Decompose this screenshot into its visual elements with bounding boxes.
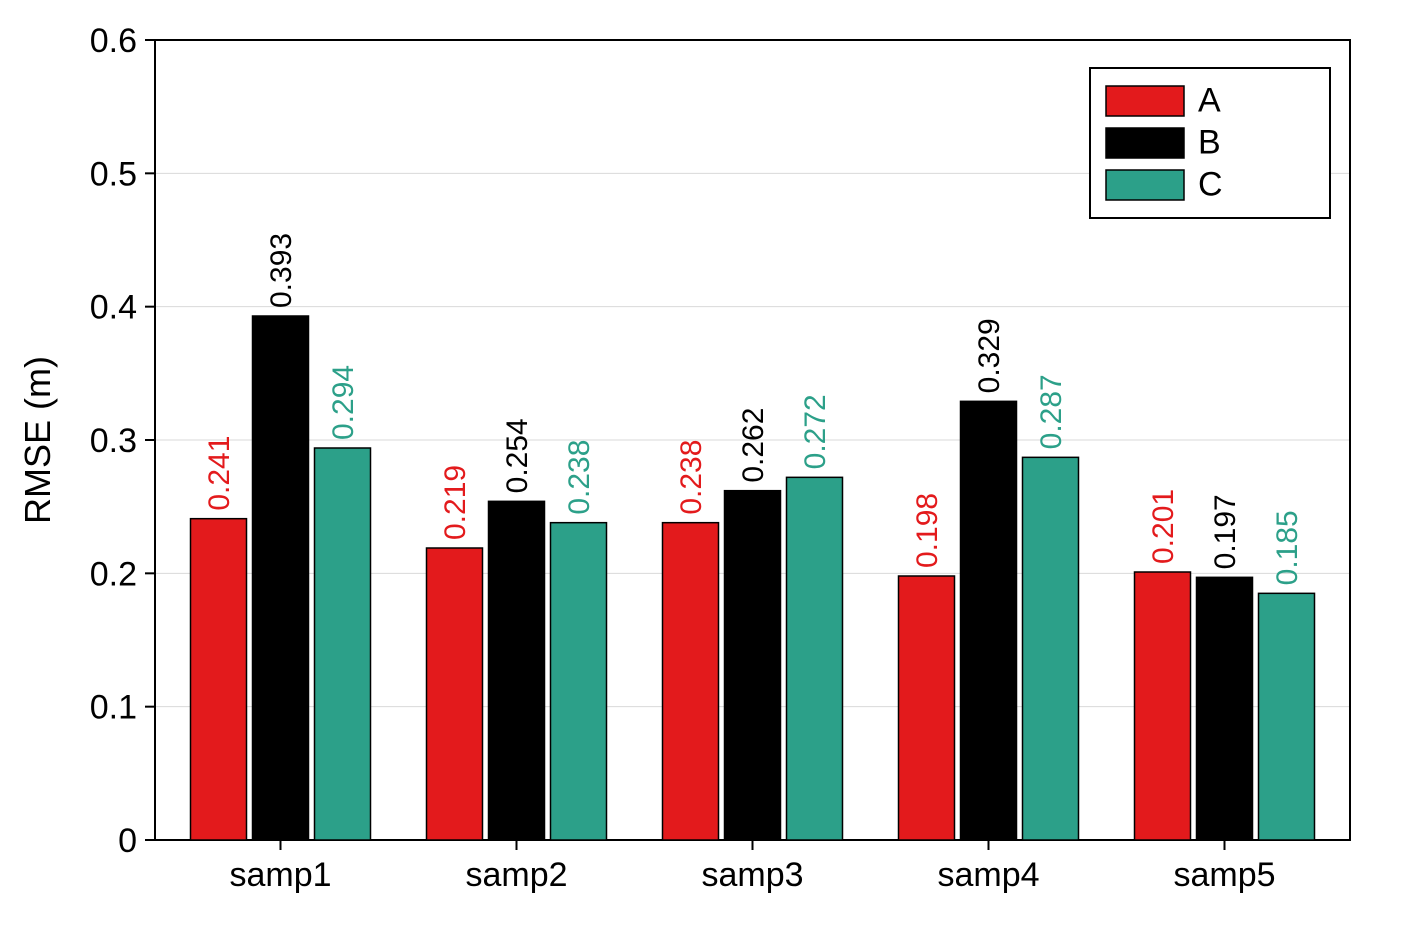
value-label: 0.294 [327,365,360,440]
bar-A [663,523,719,840]
category-label: samp2 [465,856,567,894]
bar-C [787,477,843,840]
ytick-label: 0.2 [90,555,137,593]
bar-C [551,523,607,840]
value-label: 0.329 [973,318,1006,393]
bar-A [427,548,483,840]
ytick-label: 0.6 [90,22,137,60]
value-label: 0.393 [265,233,298,308]
value-label: 0.197 [1209,494,1242,569]
value-label: 0.287 [1035,374,1068,449]
value-label: 0.201 [1147,489,1180,564]
value-label: 0.238 [563,440,596,515]
bar-C [1259,593,1315,840]
value-label: 0.272 [799,394,832,469]
value-label: 0.219 [439,465,472,540]
category-label: samp5 [1173,856,1275,894]
bar-A [1135,572,1191,840]
bar-A [191,519,247,840]
bar-A [899,576,955,840]
bar-C [1023,457,1079,840]
chart-svg: 0 0.1 0.2 0.3 0.4 0.5 0.6 RMSE (m) samp1 0.241 0.3… [0,0,1417,945]
bar-C [315,448,371,840]
value-label: 0.262 [737,408,770,483]
legend-swatch [1106,170,1184,200]
value-label: 0.238 [675,440,708,515]
legend-swatch [1106,128,1184,158]
bar-B [489,501,545,840]
rmse-bar-chart: 0 0.1 0.2 0.3 0.4 0.5 0.6 RMSE (m) samp1 0.241 0.3… [0,0,1417,945]
ytick-label: 0 [118,822,137,860]
bar-B [961,401,1017,840]
legend-label: C [1198,166,1223,204]
bar-B [1197,577,1253,840]
category-label: samp4 [937,856,1039,894]
legend-swatch [1106,86,1184,116]
value-label: 0.185 [1271,510,1304,585]
y-axis-label: RMSE (m) [17,356,58,524]
legend-label: A [1198,82,1221,120]
value-label: 0.198 [911,493,944,568]
value-label: 0.241 [203,436,236,511]
ytick-label: 0.4 [90,289,137,327]
ytick-label: 0.3 [90,422,137,460]
value-label: 0.254 [501,418,534,493]
bar-B [725,491,781,840]
bar-B [253,316,309,840]
category-label: samp1 [229,856,331,894]
ytick-label: 0.1 [90,689,137,727]
category-label: samp3 [701,856,803,894]
legend-label: B [1198,124,1221,162]
ytick-label: 0.5 [90,155,137,193]
